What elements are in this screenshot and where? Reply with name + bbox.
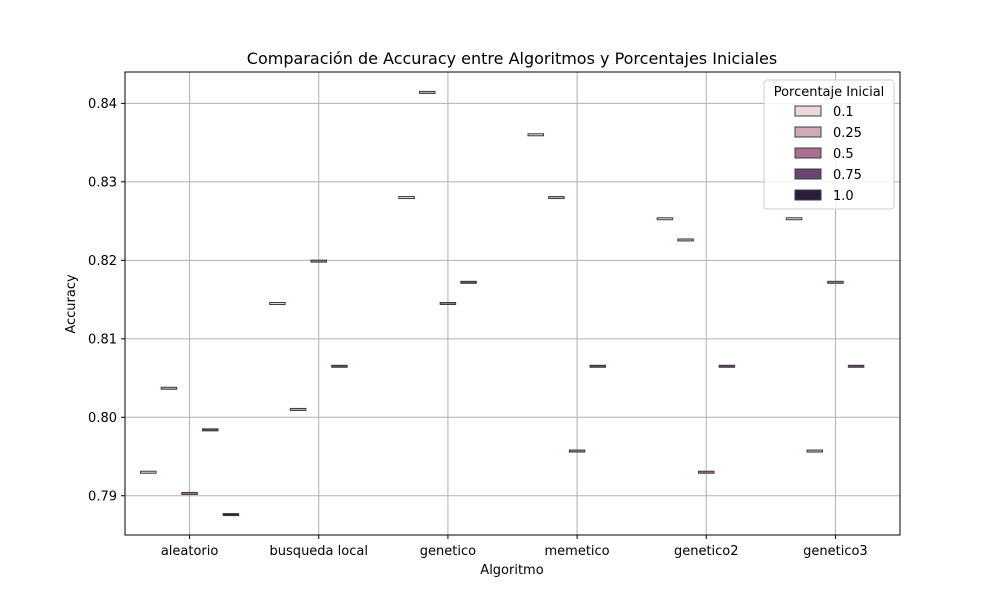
- legend-swatch: [794, 105, 822, 117]
- legend-label: 0.1: [833, 105, 854, 120]
- box-mark: [698, 470, 715, 474]
- y-axis: 0.79 0.80 0.81 0.82 0.83 0.84: [88, 97, 125, 504]
- x-axis-label: Algoritmo: [480, 563, 543, 578]
- box-mark: [289, 407, 307, 411]
- box-mark: [310, 259, 327, 263]
- box-mark: [718, 364, 736, 368]
- box-mark: [460, 280, 477, 284]
- legend-label: 0.5: [833, 147, 854, 162]
- box-mark: [656, 217, 674, 221]
- y-tick-label: 0.79: [88, 489, 117, 504]
- y-tick-label: 0.82: [88, 254, 117, 269]
- box-mark: [568, 449, 586, 453]
- box-mark: [140, 470, 157, 474]
- box-mark: [419, 90, 436, 94]
- x-tick-label: memetico: [545, 544, 610, 559]
- chart-title: Comparación de Accuracy entre Algoritmos…: [247, 49, 777, 68]
- legend-label: 1.0: [833, 189, 854, 204]
- box-mark: [589, 364, 606, 368]
- legend-swatch: [794, 147, 822, 159]
- data-marks: [140, 90, 865, 517]
- box-mark: [806, 449, 823, 453]
- box-mark: [331, 364, 348, 368]
- plot-frame: [124, 71, 901, 536]
- legend-swatch: [794, 126, 822, 138]
- box-mark: [222, 513, 240, 517]
- legend: Porcentaje Inicial 0.1 0.25 0.5 0.75 1.0: [763, 79, 895, 210]
- box-mark: [181, 491, 198, 495]
- box-mark: [785, 217, 803, 221]
- legend-swatch: [794, 189, 822, 201]
- box-mark: [847, 364, 865, 368]
- y-tick-label: 0.80: [88, 411, 117, 426]
- box-mark: [398, 196, 415, 200]
- x-tick-label: aleatorio: [161, 544, 219, 559]
- box-mark: [202, 428, 219, 432]
- x-tick-label: genetico: [420, 544, 476, 559]
- legend-label: 0.25: [833, 126, 862, 141]
- box-mark: [160, 386, 178, 390]
- x-axis: aleatorio busqueda local genetico memetico g…: [161, 535, 868, 559]
- x-tick-label: genetico2: [674, 544, 739, 559]
- box-mark: [548, 196, 565, 200]
- x-tick-label: busqueda local: [270, 544, 368, 559]
- box-mark: [827, 280, 844, 284]
- x-tick-label: genetico3: [803, 544, 868, 559]
- y-tick-label: 0.81: [88, 332, 117, 347]
- y-axis-label: Accuracy: [64, 274, 79, 334]
- box-mark: [677, 238, 694, 242]
- y-tick-label: 0.84: [88, 97, 117, 112]
- box-mark: [439, 302, 457, 305]
- legend-title: Porcentaje Inicial: [774, 85, 885, 100]
- legend-swatch: [794, 168, 822, 180]
- y-tick-label: 0.83: [88, 175, 117, 190]
- box-mark: [269, 302, 286, 305]
- box-mark: [527, 133, 544, 137]
- legend-label: 0.75: [833, 168, 862, 183]
